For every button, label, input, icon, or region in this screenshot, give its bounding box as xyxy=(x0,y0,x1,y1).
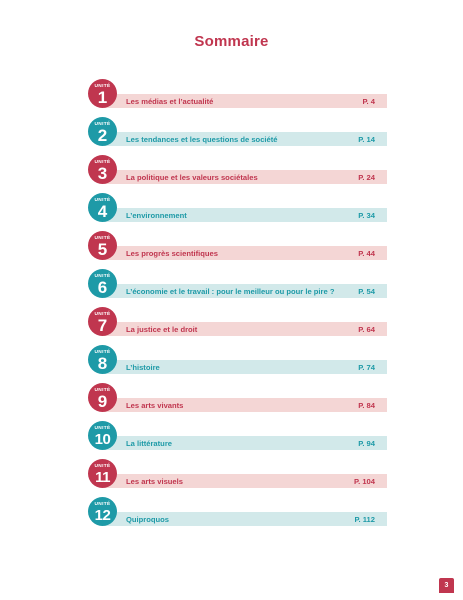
toc-entry-bar: Les médias et l’actualité P. 4 xyxy=(104,94,387,108)
unit-badge-number: 8 xyxy=(97,354,108,373)
toc-entry-bar: L’économie et le travail : pour le meill… xyxy=(104,284,387,298)
unit-badge: UNITÉ 5 xyxy=(88,231,117,260)
toc-entry-title: L’environnement xyxy=(126,210,187,220)
toc-entry-title: Les progrès scientifiques xyxy=(126,248,218,258)
toc-entry-bar: La politique et les valeurs sociétales P… xyxy=(104,170,387,184)
toc-entry-page: P. 74 xyxy=(358,362,375,372)
toc-entry-unit-1[interactable]: Les médias et l’actualité P. 4 UNITÉ 1 xyxy=(88,79,388,117)
toc-entry-unit-12[interactable]: Quiproquos P. 112 UNITÉ 12 xyxy=(88,497,388,535)
unit-badge-label: UNITÉ xyxy=(94,426,111,431)
toc-entry-unit-8[interactable]: L’histoire P. 74 UNITÉ 8 xyxy=(88,345,388,383)
unit-badge-label: UNITÉ xyxy=(94,464,111,469)
toc-entry-page: P. 14 xyxy=(358,134,375,144)
toc-entry-page: P. 44 xyxy=(358,248,375,258)
toc-entry-bar: L’environnement P. 34 xyxy=(104,208,387,222)
unit-badge-number: 3 xyxy=(97,164,108,183)
toc-entry-page: P. 54 xyxy=(358,286,375,296)
toc-entry-title: L’histoire xyxy=(126,362,160,372)
toc-entry-bar: Les arts visuels P. 104 xyxy=(104,474,387,488)
toc-entry-unit-10[interactable]: La littérature P. 94 UNITÉ 10 xyxy=(88,421,388,459)
page-number-tab: 3 xyxy=(439,578,454,593)
table-of-contents: Les médias et l’actualité P. 4 UNITÉ 1 L… xyxy=(88,79,388,535)
unit-badge-label: UNITÉ xyxy=(94,274,111,279)
toc-entry-bar: Les tendances et les questions de sociét… xyxy=(104,132,387,146)
unit-badge-label: UNITÉ xyxy=(94,84,111,89)
unit-badge-label: UNITÉ xyxy=(94,198,111,203)
unit-badge-label: UNITÉ xyxy=(94,388,111,393)
unit-badge: UNITÉ 6 xyxy=(88,269,117,298)
unit-badge: UNITÉ 1 xyxy=(88,79,117,108)
toc-entry-page: P. 34 xyxy=(358,210,375,220)
unit-badge: UNITÉ 3 xyxy=(88,155,117,184)
toc-entry-page: P. 4 xyxy=(362,96,375,106)
toc-entry-title: La politique et les valeurs sociétales xyxy=(126,172,258,182)
unit-badge-label: UNITÉ xyxy=(94,160,111,165)
unit-badge-number: 12 xyxy=(94,507,111,524)
unit-badge-number: 2 xyxy=(97,126,108,145)
toc-entry-page: P. 84 xyxy=(358,400,375,410)
unit-badge-label: UNITÉ xyxy=(94,350,111,355)
unit-badge: UNITÉ 7 xyxy=(88,307,117,336)
toc-entry-unit-2[interactable]: Les tendances et les questions de sociét… xyxy=(88,117,388,155)
unit-badge: UNITÉ 11 xyxy=(88,459,117,488)
toc-entry-title: La littérature xyxy=(126,438,172,448)
unit-badge-label: UNITÉ xyxy=(94,236,111,241)
unit-badge-number: 5 xyxy=(97,240,108,259)
unit-badge-number: 6 xyxy=(97,278,108,297)
toc-entry-unit-4[interactable]: L’environnement P. 34 UNITÉ 4 xyxy=(88,193,388,231)
unit-badge-number: 9 xyxy=(97,392,108,411)
toc-entry-title: Les médias et l’actualité xyxy=(126,96,214,106)
toc-entry-title: La justice et le droit xyxy=(126,324,198,334)
page-title: Sommaire xyxy=(194,33,269,50)
unit-badge-number: 10 xyxy=(94,431,111,448)
unit-badge: UNITÉ 8 xyxy=(88,345,117,374)
toc-entry-title: L’économie et le travail : pour le meill… xyxy=(126,286,335,296)
toc-entry-unit-5[interactable]: Les progrès scientifiques P. 44 UNITÉ 5 xyxy=(88,231,388,269)
unit-badge: UNITÉ 9 xyxy=(88,383,117,412)
toc-entry-title: Les tendances et les questions de sociét… xyxy=(126,134,278,144)
toc-entry-page: P. 24 xyxy=(358,172,375,182)
unit-badge: UNITÉ 2 xyxy=(88,117,117,146)
unit-badge: UNITÉ 12 xyxy=(88,497,117,526)
toc-entry-page: P. 112 xyxy=(354,514,375,524)
toc-entry-title: Les arts vivants xyxy=(126,400,184,410)
toc-entry-bar: La littérature P. 94 xyxy=(104,436,387,450)
unit-badge-number: 7 xyxy=(97,316,108,335)
toc-entry-bar: Quiproquos P. 112 xyxy=(104,512,387,526)
unit-badge-number: 11 xyxy=(95,469,110,486)
toc-entry-unit-11[interactable]: Les arts visuels P. 104 UNITÉ 11 xyxy=(88,459,388,497)
toc-entry-unit-7[interactable]: La justice et le droit P. 64 UNITÉ 7 xyxy=(88,307,388,345)
unit-badge-number: 1 xyxy=(97,88,108,107)
toc-entry-page: P. 94 xyxy=(358,438,375,448)
toc-entry-bar: Les arts vivants P. 84 xyxy=(104,398,387,412)
toc-entry-bar: Les progrès scientifiques P. 44 xyxy=(104,246,387,260)
unit-badge-label: UNITÉ xyxy=(94,502,111,507)
unit-badge-label: UNITÉ xyxy=(94,312,111,317)
toc-entry-title: Les arts visuels xyxy=(126,476,183,486)
toc-entry-page: P. 104 xyxy=(354,476,375,486)
toc-entry-unit-6[interactable]: L’économie et le travail : pour le meill… xyxy=(88,269,388,307)
unit-badge-number: 4 xyxy=(97,202,108,221)
unit-badge: UNITÉ 4 xyxy=(88,193,117,222)
toc-entry-unit-9[interactable]: Les arts vivants P. 84 UNITÉ 9 xyxy=(88,383,388,421)
toc-entry-bar: La justice et le droit P. 64 xyxy=(104,322,387,336)
unit-badge: UNITÉ 10 xyxy=(88,421,117,450)
toc-entry-bar: L’histoire P. 74 xyxy=(104,360,387,374)
unit-badge-label: UNITÉ xyxy=(94,122,111,127)
toc-entry-page: P. 64 xyxy=(358,324,375,334)
toc-entry-title: Quiproquos xyxy=(126,514,170,524)
toc-entry-unit-3[interactable]: La politique et les valeurs sociétales P… xyxy=(88,155,388,193)
